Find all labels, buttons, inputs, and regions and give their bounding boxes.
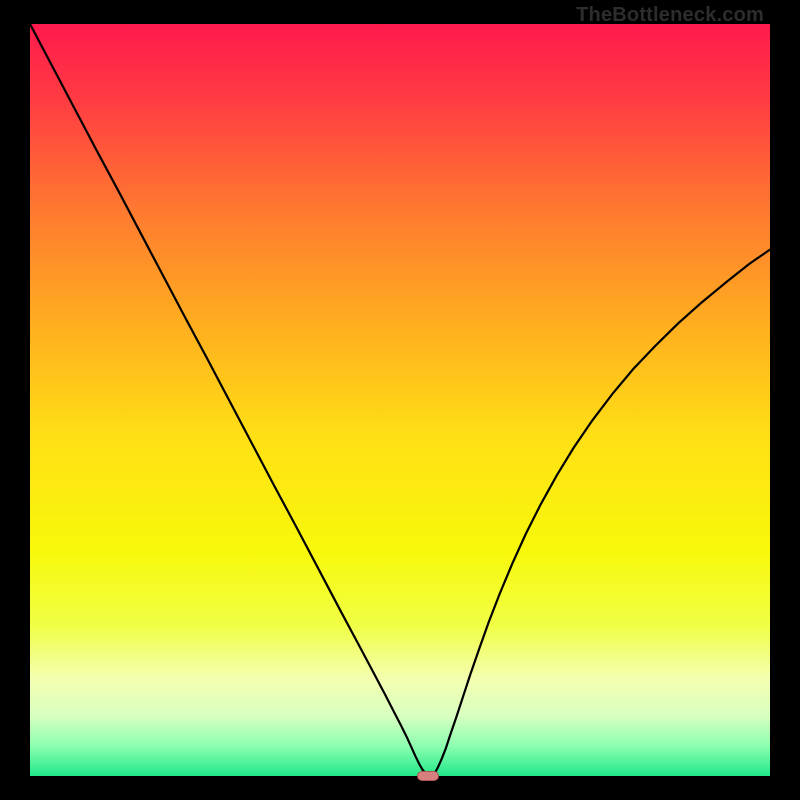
chart-container: TheBottleneck.com [0,0,800,800]
chart-border-bottom [0,776,800,800]
chart-border-right [770,0,800,800]
chart-border-left [0,0,30,800]
curve-path [30,24,770,776]
optimum-marker [417,771,439,781]
bottleneck-curve [30,24,770,776]
plot-area [30,24,770,776]
watermark-text: TheBottleneck.com [576,4,764,27]
